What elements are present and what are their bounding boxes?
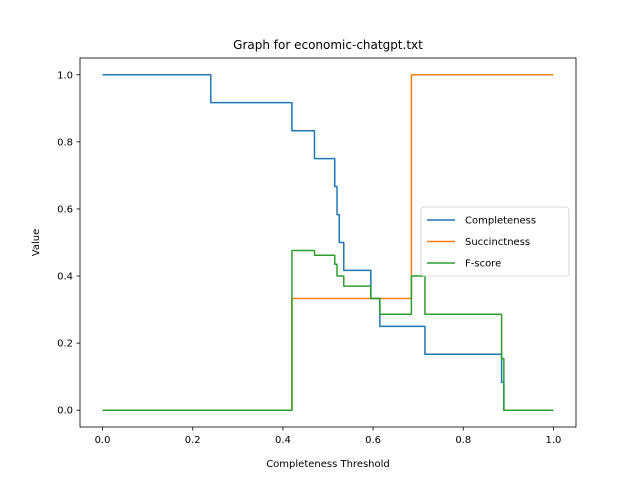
x-tick-label: 0.6	[365, 435, 381, 446]
x-axis-label: Completeness Threshold	[266, 459, 390, 470]
legend-label-f-score: F-score	[465, 259, 501, 270]
legend-label-completeness: Completeness	[465, 216, 536, 227]
legend-box	[420, 206, 570, 277]
legend-label-succinctness: Succinctness	[465, 237, 530, 248]
x-tick-label: 0.4	[275, 435, 291, 446]
series-layer	[102, 74, 554, 411]
y-tick-label: 1.0	[57, 70, 73, 81]
x-axis: 0.0 0.2 0.4 0.6 0.8 1.0	[95, 427, 562, 446]
y-tick-label: 0.0	[57, 406, 73, 417]
y-axis-label: Value	[31, 229, 42, 256]
series-line-completeness	[102, 74, 554, 411]
x-tick-label: 0.2	[185, 435, 201, 446]
y-tick-label: 0.2	[57, 339, 73, 350]
plot-frame	[79, 57, 577, 428]
x-tick-label: 0.0	[95, 435, 111, 446]
x-tick-label: 1.0	[546, 435, 562, 446]
y-tick-label: 0.8	[57, 137, 73, 148]
y-tick-label: 0.6	[57, 204, 73, 215]
y-axis: 0.0 0.2 0.4 0.6 0.8 1.0	[57, 70, 80, 417]
legend: Completeness Succinctness F-score	[420, 206, 570, 277]
series-line-f-score	[102, 249, 554, 411]
chart-title: Graph for economic-chatgpt.txt	[233, 38, 423, 52]
y-tick-label: 0.4	[57, 272, 73, 283]
x-tick-label: 0.8	[455, 435, 471, 446]
